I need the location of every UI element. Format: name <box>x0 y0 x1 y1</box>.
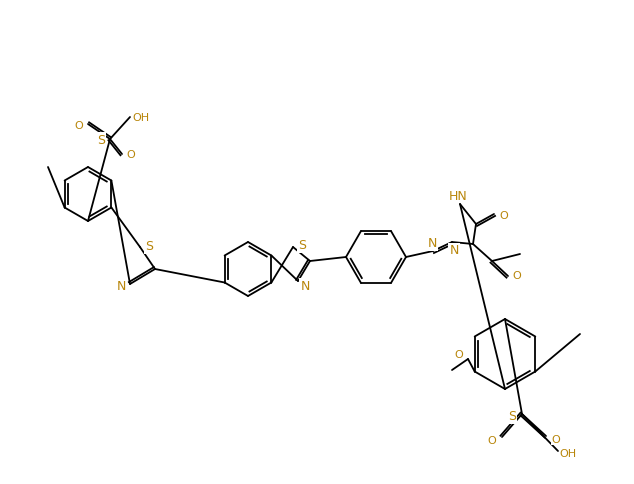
Text: O: O <box>127 150 136 160</box>
Text: N: N <box>450 244 458 257</box>
Text: S: S <box>97 133 105 146</box>
Text: S: S <box>508 409 516 423</box>
Text: OH: OH <box>133 113 150 123</box>
Text: N: N <box>116 280 126 293</box>
Text: O: O <box>500 211 508 221</box>
Text: S: S <box>145 240 153 253</box>
Text: O: O <box>75 121 84 131</box>
Text: O: O <box>552 434 560 444</box>
Text: O: O <box>455 349 463 359</box>
Text: O: O <box>488 435 496 445</box>
Text: N: N <box>427 237 437 250</box>
Text: S: S <box>298 239 306 252</box>
Text: N: N <box>301 279 309 292</box>
Text: O: O <box>513 271 521 280</box>
Text: OH: OH <box>559 448 576 458</box>
Text: HN: HN <box>449 189 467 202</box>
